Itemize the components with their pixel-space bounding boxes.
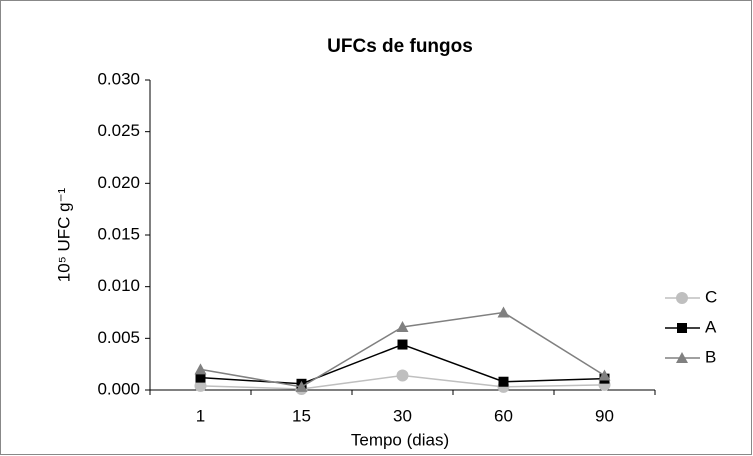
y-axis-label: 10⁵ UFC g⁻¹ [54, 187, 73, 282]
x-tick-label: 90 [595, 406, 614, 425]
x-axis-label: Tempo (dias) [351, 430, 449, 449]
x-tick-label: 15 [292, 406, 311, 425]
legend-marker [676, 352, 688, 363]
point [396, 369, 409, 382]
y-tick-label: 0.005 [97, 328, 140, 347]
x-tick-label: 1 [196, 406, 205, 425]
x-tick-label: 30 [393, 406, 412, 425]
y-tick-label: 0.030 [97, 69, 140, 88]
point [397, 339, 408, 350]
point [497, 306, 510, 318]
y-tick-label: 0.025 [97, 121, 140, 140]
x-tick-label: 60 [494, 406, 513, 425]
chart-title: UFCs de fungos [327, 36, 473, 57]
y-tick-label: 0.010 [97, 276, 140, 295]
point [194, 379, 207, 392]
point [498, 376, 509, 387]
point [396, 320, 409, 332]
point [598, 369, 611, 381]
legend-marker [677, 323, 687, 333]
legend-label: B [705, 347, 716, 366]
point [194, 363, 207, 375]
legend-marker [676, 292, 688, 304]
point [295, 380, 308, 392]
y-tick-label: 0.000 [97, 379, 140, 398]
legend-label: A [705, 317, 717, 336]
legend-label: C [705, 287, 717, 306]
y-tick-label: 0.015 [97, 224, 140, 243]
point [195, 372, 206, 383]
y-tick-label: 0.020 [97, 173, 140, 192]
